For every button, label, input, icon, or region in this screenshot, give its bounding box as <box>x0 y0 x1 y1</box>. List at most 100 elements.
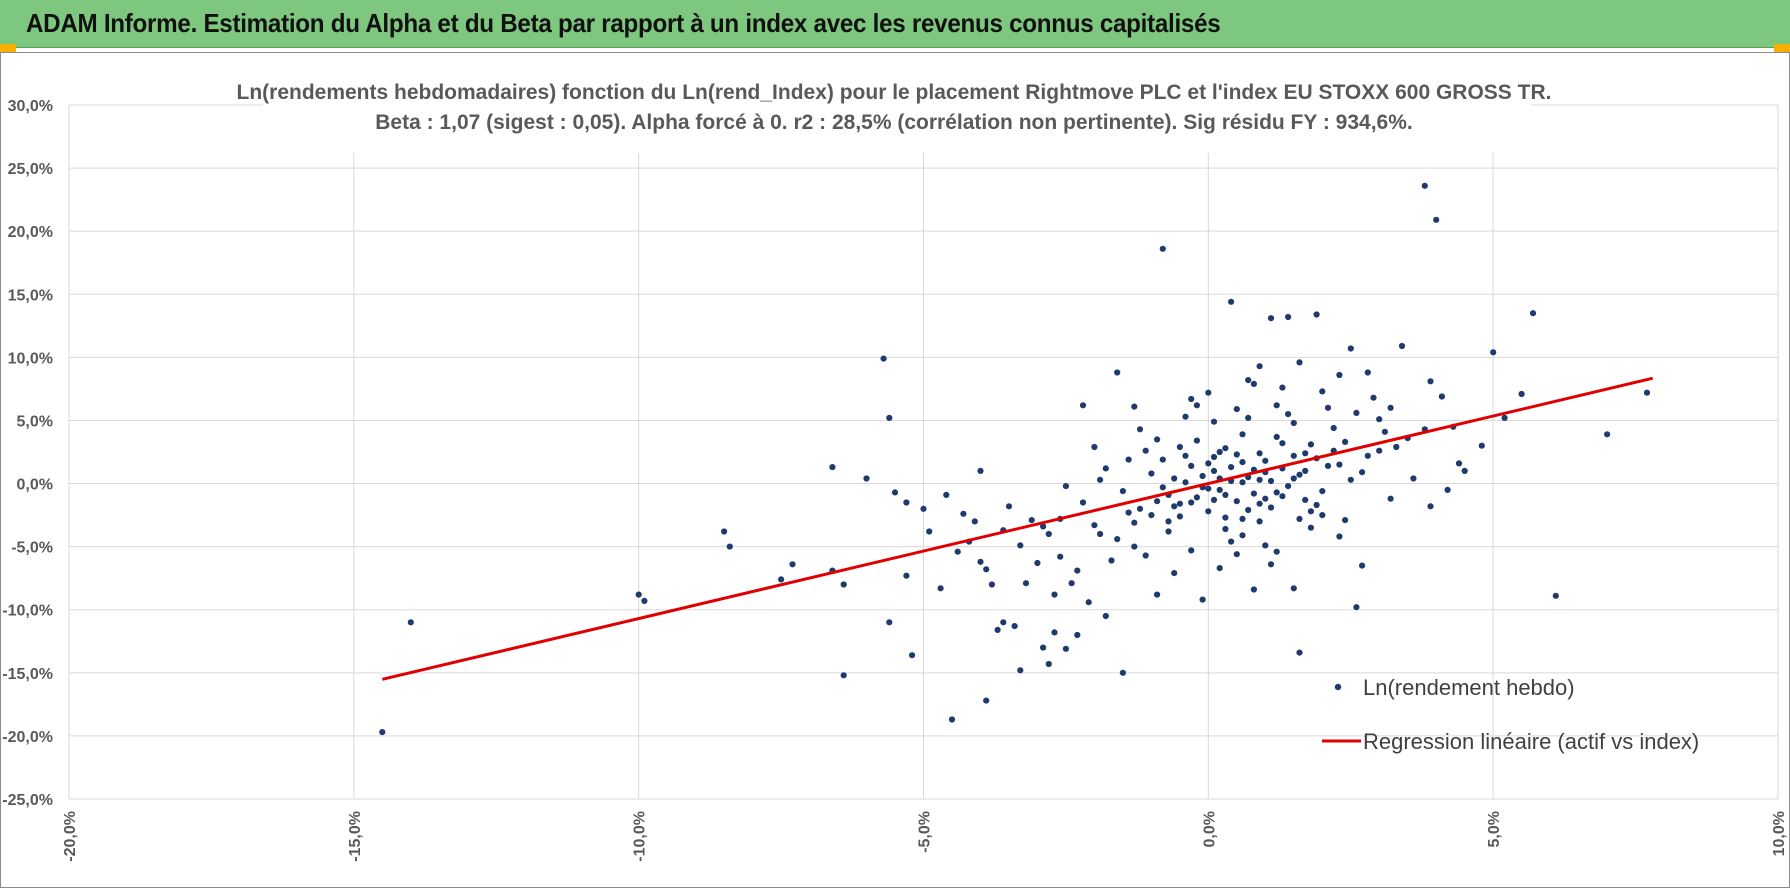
data-point <box>886 414 893 421</box>
data-point <box>1267 504 1275 511</box>
data-point <box>1233 551 1240 558</box>
data-point <box>1490 349 1497 356</box>
y-tick-label: -20,0% <box>2 729 53 746</box>
data-point <box>1552 592 1559 599</box>
chart-area: 30,0% 25,0% 20,0% 15,0% 10,0% 5,0% 0,0% -5,0% -1… <box>0 52 1790 888</box>
data-point <box>1290 475 1297 482</box>
data-point <box>1501 414 1508 421</box>
data-point <box>1273 402 1280 409</box>
data-point <box>1079 402 1087 409</box>
data-point <box>1319 488 1326 495</box>
data-point <box>1290 585 1297 592</box>
data-point <box>1313 311 1320 318</box>
data-point <box>1262 542 1269 549</box>
data-point <box>1114 536 1121 543</box>
data-point <box>1262 457 1269 464</box>
data-point <box>1233 406 1240 413</box>
data-point <box>1387 404 1394 411</box>
data-point <box>1205 389 1212 396</box>
y-tick-label: 0,0% <box>17 477 53 494</box>
data-point <box>1205 485 1212 492</box>
data-point <box>1222 491 1229 498</box>
data-point <box>379 729 386 736</box>
data-point <box>1267 477 1275 485</box>
data-point <box>1022 580 1030 587</box>
x-tick-label: -10,0% <box>632 811 649 862</box>
data-point <box>1250 586 1257 593</box>
data-point <box>1239 479 1246 486</box>
data-point <box>1250 490 1257 497</box>
data-point <box>1210 496 1218 503</box>
data-point <box>1256 363 1263 370</box>
data-point <box>1119 488 1126 495</box>
data-point <box>948 716 956 723</box>
data-point <box>1381 428 1388 435</box>
data-point <box>1376 416 1383 423</box>
data-point <box>1193 402 1200 409</box>
header-banner: ADAM Informe. Estimation du Alpha et du … <box>0 0 1790 48</box>
data-point <box>1307 508 1314 515</box>
data-point <box>1285 411 1292 418</box>
data-point <box>1256 450 1263 457</box>
data-point <box>1347 476 1354 483</box>
data-point <box>863 475 870 482</box>
data-point <box>1262 495 1269 502</box>
data-point <box>1102 612 1109 620</box>
data-point <box>1114 369 1121 376</box>
data-point <box>1290 419 1297 427</box>
y-tick-label: 30,0% <box>8 98 53 115</box>
data-point <box>1159 484 1166 491</box>
data-point <box>1273 489 1280 496</box>
data-point <box>1410 475 1417 482</box>
data-point <box>1285 313 1292 321</box>
data-point <box>1267 561 1275 568</box>
data-point <box>1228 464 1235 471</box>
y-tick-label: 10,0% <box>8 350 53 367</box>
data-point <box>977 467 984 474</box>
data-point <box>1199 596 1206 603</box>
data-point <box>1051 629 1058 636</box>
data-points <box>379 182 1651 736</box>
data-point <box>1228 538 1235 545</box>
data-point <box>1142 447 1149 454</box>
data-point <box>880 355 887 362</box>
data-point <box>1188 499 1195 506</box>
data-point <box>1478 442 1485 449</box>
data-point <box>1085 599 1092 606</box>
data-point <box>983 566 990 573</box>
data-point <box>1302 450 1309 457</box>
legend-label-points: Ln(rendement hebdo) <box>1363 675 1575 700</box>
data-point <box>1051 591 1058 598</box>
data-point <box>977 558 984 565</box>
data-point <box>1108 557 1115 564</box>
data-point <box>1216 486 1223 493</box>
data-point <box>778 576 785 583</box>
data-point <box>1359 562 1366 569</box>
data-point <box>1222 445 1229 452</box>
data-point <box>1176 443 1183 451</box>
data-point <box>1353 604 1360 611</box>
data-point <box>1045 530 1052 538</box>
data-point <box>1313 501 1320 509</box>
data-point <box>407 619 414 626</box>
data-point <box>1165 518 1172 525</box>
y-tick-label: -10,0% <box>2 603 53 620</box>
data-point <box>1210 453 1218 461</box>
page-title: ADAM Informe. Estimation du Alpha et du … <box>26 8 1221 38</box>
data-point <box>1136 505 1144 512</box>
regression-line-group <box>381 376 1654 681</box>
data-point <box>1302 467 1309 474</box>
data-point <box>909 652 916 659</box>
data-point <box>1398 342 1406 350</box>
data-point <box>1188 395 1195 403</box>
data-point <box>1376 447 1383 454</box>
data-point <box>1290 452 1297 459</box>
legend-label-regression: Regression linéaire (actif vs index) <box>1363 729 1699 754</box>
data-point <box>1387 495 1394 502</box>
data-point <box>840 581 847 588</box>
data-point <box>1028 517 1035 524</box>
chart-title: Ln(rendements hebdomadaires) fonction du… <box>237 81 1552 104</box>
data-point <box>1193 437 1200 444</box>
data-point <box>1199 472 1206 480</box>
data-point <box>1427 378 1434 385</box>
